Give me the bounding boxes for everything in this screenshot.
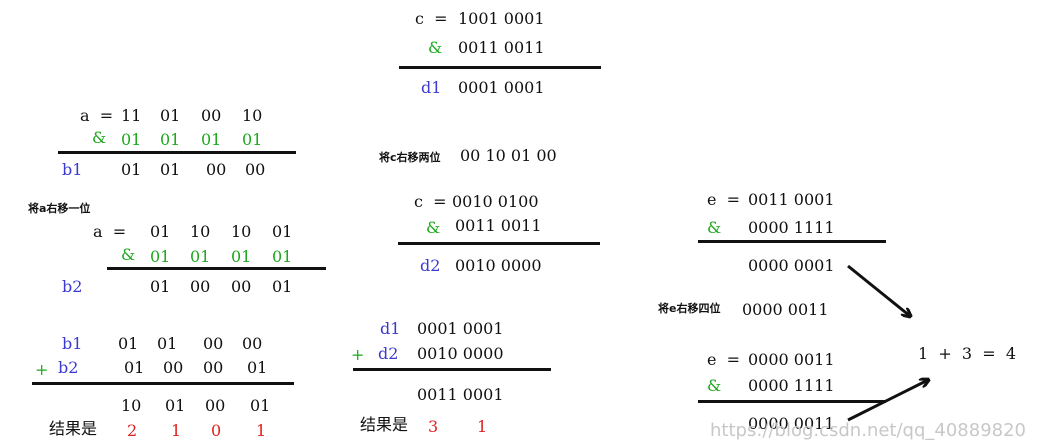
b1-label: b1 [62, 334, 83, 353]
d1-value: 0001 0001 [458, 78, 545, 97]
sum-value: 0011 0001 [417, 385, 504, 404]
and-operator: & [707, 376, 722, 395]
divider-line [698, 240, 886, 243]
d2-label: d2 [378, 344, 399, 363]
a-label: a = [93, 222, 127, 241]
and-operator: & [121, 245, 136, 264]
result-digit: 1 [256, 421, 267, 440]
b1-label: b1 [62, 160, 83, 179]
mask-value: 0011 0011 [455, 216, 542, 235]
plus-operator: + [351, 345, 365, 364]
watermark: https://blog.csdn.net/qq_40889820 [710, 420, 1027, 441]
a-bit: 00 [201, 106, 222, 125]
d1-label: d1 [421, 78, 442, 97]
arrow-up [847, 380, 928, 422]
shift-a-note: 将a右移一位 [28, 202, 91, 215]
shift-e-value: 0000 0011 [742, 300, 829, 319]
b1-bit: 01 [118, 334, 139, 353]
e-result: 0000 0001 [748, 256, 835, 275]
e-result: 0000 0011 [748, 414, 835, 433]
divider-line [58, 151, 296, 154]
a-bit: 01 [150, 222, 171, 241]
sum-bit: 00 [205, 396, 226, 415]
result-label: 结果是 [49, 419, 98, 438]
b2-bit: 01 [124, 358, 145, 377]
a-bit: 10 [231, 222, 252, 241]
d2-value: 0010 0000 [417, 344, 504, 363]
b1-bit: 00 [245, 160, 266, 179]
e-label: e = [707, 350, 741, 369]
c-label: c = [415, 9, 448, 28]
d2-label: d2 [420, 256, 441, 275]
and-operator: & [426, 218, 441, 237]
a-label: a = [80, 106, 114, 125]
divider-line [698, 400, 886, 403]
b2-bit: 00 [231, 277, 252, 296]
divider-line [353, 368, 551, 371]
b2-label: b2 [62, 277, 83, 296]
mask-bit: 01 [160, 130, 181, 149]
sum-bit: 10 [121, 396, 142, 415]
a-bit: 01 [160, 106, 181, 125]
arrow-down [847, 264, 910, 316]
e-value: 0000 0011 [748, 350, 835, 369]
divider-line [32, 382, 294, 385]
divider-line [398, 242, 600, 245]
b1-bit: 00 [242, 334, 263, 353]
b1-bit: 01 [157, 334, 178, 353]
b2-label: b2 [58, 358, 79, 377]
b1-bit: 00 [206, 160, 227, 179]
mask-bit: 01 [190, 247, 211, 266]
shift-e-note: 将e右移四位 [658, 302, 721, 315]
c-value: 1001 0001 [458, 9, 545, 28]
a-bit: 01 [272, 222, 293, 241]
and-operator: & [92, 128, 107, 147]
b1-bit: 00 [203, 334, 224, 353]
sum-bit: 01 [250, 396, 271, 415]
e-value: 0011 0001 [748, 190, 835, 209]
mask-bit: 01 [201, 130, 222, 149]
d1-label: d1 [380, 319, 401, 338]
result-label: 结果是 [360, 415, 409, 434]
mask-value: 0000 1111 [748, 218, 835, 237]
result-digit: 3 [428, 417, 439, 436]
b2-bit: 01 [247, 358, 268, 377]
result-digit: 1 [477, 417, 488, 436]
a-bit: 10 [190, 222, 211, 241]
result-digit: 1 [171, 421, 182, 440]
a-bit: 11 [121, 106, 142, 125]
b1-bit: 01 [160, 160, 181, 179]
mask-bit: 01 [242, 130, 263, 149]
mask-value: 0000 1111 [748, 376, 835, 395]
shift-c-note: 将c右移两位 [379, 151, 441, 164]
and-operator: & [707, 218, 722, 237]
b2-bit: 01 [150, 277, 171, 296]
shift-c-value: 00 10 01 00 [460, 146, 557, 165]
divider-line [107, 267, 326, 270]
e-label: e = [707, 190, 741, 209]
divider-line [399, 66, 601, 69]
result-digit: 2 [127, 421, 138, 440]
mask-bit: 01 [231, 247, 252, 266]
mask-bit: 01 [272, 247, 293, 266]
c-label: c = [414, 192, 447, 211]
b2-bit: 00 [203, 358, 224, 377]
sum-bit: 01 [165, 396, 186, 415]
b2-bit: 01 [272, 277, 293, 296]
result-digit: 0 [211, 421, 222, 440]
plus-operator: + [35, 360, 49, 379]
d1-value: 0001 0001 [417, 319, 504, 338]
and-operator: & [428, 38, 443, 57]
final-sum: 1 + 3 = 4 [918, 344, 1017, 363]
b1-bit: 01 [121, 160, 142, 179]
a-bit: 10 [242, 106, 263, 125]
b2-bit: 00 [190, 277, 211, 296]
b2-bit: 00 [163, 358, 184, 377]
c-value: 0010 0100 [452, 192, 539, 211]
mask-bit: 01 [150, 247, 171, 266]
mask-bit: 01 [121, 130, 142, 149]
mask-value: 0011 0011 [458, 38, 545, 57]
d2-value: 0010 0000 [455, 256, 542, 275]
